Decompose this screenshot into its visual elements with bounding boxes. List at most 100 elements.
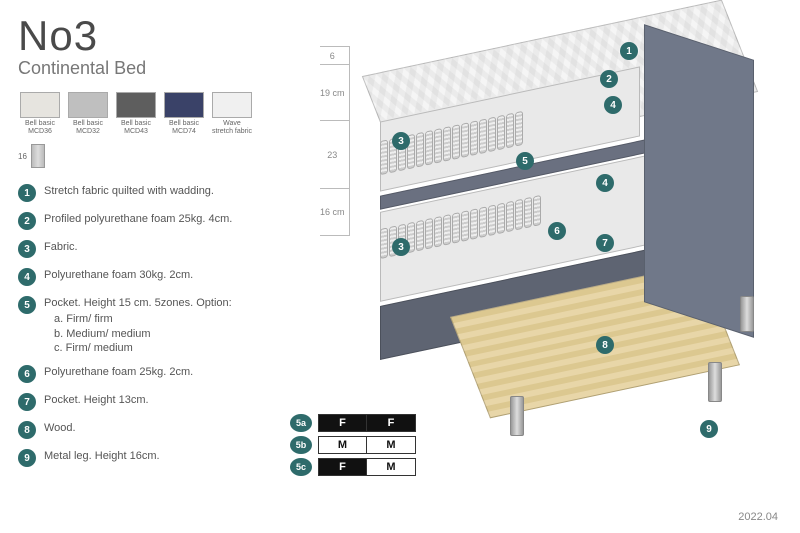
swatch-label: Bell basicMCD74 bbox=[169, 120, 199, 135]
dimension-label: 19 cm bbox=[320, 64, 350, 120]
item-text: Metal leg. Height 16cm. bbox=[44, 449, 160, 463]
component-item: 3 Fabric. bbox=[18, 240, 298, 258]
item-text: Fabric. bbox=[44, 240, 78, 254]
spring-icon bbox=[416, 220, 424, 252]
spring-icon bbox=[434, 216, 442, 248]
item-marker: 6 bbox=[18, 365, 36, 383]
spring-icon bbox=[434, 128, 442, 164]
firmness-left: M bbox=[319, 437, 367, 453]
diagram-callout: 6 bbox=[548, 222, 566, 240]
diagram-callout: 9 bbox=[700, 420, 718, 438]
spring-icon bbox=[470, 120, 478, 156]
item-text: Pocket. Height 13cm. bbox=[44, 393, 149, 407]
spring-icon bbox=[479, 118, 487, 154]
swatch-label: Bell basicMCD36 bbox=[25, 120, 55, 135]
firmness-row-label: 5c bbox=[290, 458, 312, 476]
firmness-bar: M M bbox=[318, 436, 416, 454]
component-list: 1 Stretch fabric quilted with wadding. 2 … bbox=[18, 184, 298, 477]
spring-icon bbox=[452, 212, 460, 244]
spring-icon bbox=[533, 195, 541, 227]
item-marker: 1 bbox=[18, 184, 36, 202]
spring-icon bbox=[506, 201, 514, 233]
item-marker: 5 bbox=[18, 296, 36, 314]
metal-leg bbox=[740, 296, 754, 332]
component-sub-option: b. Medium/ medium bbox=[54, 327, 232, 341]
swatch-label: Wavestretch fabric bbox=[212, 120, 252, 135]
spring-icon bbox=[497, 203, 505, 235]
firmness-option-table: 5a F F 5b M M 5c F M bbox=[290, 414, 416, 480]
item-marker: 9 bbox=[18, 449, 36, 467]
metal-leg bbox=[510, 396, 524, 436]
swatch-color bbox=[212, 92, 252, 118]
component-item: 2 Profiled polyurethane foam 25kg. 4cm. bbox=[18, 212, 298, 230]
leg-swatch: 16 bbox=[18, 144, 45, 168]
leg-thumb-icon bbox=[31, 144, 45, 168]
diagram-callout: 4 bbox=[596, 174, 614, 192]
component-item: 4 Polyurethane foam 30kg. 2cm. bbox=[18, 268, 298, 286]
document-date: 2022.04 bbox=[738, 511, 778, 523]
spring-icon bbox=[470, 208, 478, 240]
component-item: 8 Wood. bbox=[18, 421, 298, 439]
component-item: 5 Pocket. Height 15 cm. 5zones. Option:a… bbox=[18, 296, 298, 355]
spring-icon bbox=[479, 206, 487, 238]
swatch-color bbox=[116, 92, 156, 118]
metal-leg bbox=[708, 362, 722, 402]
dimension-label: 6 bbox=[320, 46, 350, 64]
bed-rendering bbox=[380, 34, 760, 414]
product-title: No3 bbox=[18, 12, 98, 60]
spring-icon bbox=[515, 199, 523, 231]
fabric-swatches: Bell basicMCD36 Bell basicMCD32 Bell bas… bbox=[18, 92, 254, 135]
diagram-callout: 2 bbox=[600, 70, 618, 88]
side-panel bbox=[644, 24, 754, 338]
firmness-row-label: 5b bbox=[290, 436, 312, 454]
dimension-column: 619 cm2316 cm bbox=[320, 46, 350, 236]
spring-icon bbox=[497, 115, 505, 151]
spring-icon bbox=[524, 197, 532, 229]
item-text: Profiled polyurethane foam 25kg. 4cm. bbox=[44, 212, 232, 226]
spring-icon bbox=[443, 214, 451, 246]
firmness-row: 5b M M bbox=[290, 436, 416, 454]
firmness-right: F bbox=[367, 415, 415, 431]
spring-icon bbox=[380, 227, 388, 259]
spring-icon bbox=[515, 111, 523, 147]
firmness-row: 5a F F bbox=[290, 414, 416, 432]
fabric-swatch: Bell basicMCD36 bbox=[18, 92, 62, 135]
diagram-callout: 5 bbox=[516, 152, 534, 170]
item-text: Stretch fabric quilted with wadding. bbox=[44, 184, 214, 198]
swatch-color bbox=[20, 92, 60, 118]
item-marker: 2 bbox=[18, 212, 36, 230]
component-sub-option: a. Firm/ firm bbox=[54, 312, 232, 326]
diagram-callout: 3 bbox=[392, 238, 410, 256]
spring-icon bbox=[416, 132, 424, 168]
component-sub-option: c. Firm/ medium bbox=[54, 341, 232, 355]
item-marker: 3 bbox=[18, 240, 36, 258]
spring-icon bbox=[380, 139, 388, 175]
diagram-callout: 7 bbox=[596, 234, 614, 252]
firmness-left: F bbox=[319, 415, 367, 431]
item-marker: 8 bbox=[18, 421, 36, 439]
dimension-label: 23 bbox=[320, 120, 350, 188]
firmness-row: 5c F M bbox=[290, 458, 416, 476]
component-item: 9 Metal leg. Height 16cm. bbox=[18, 449, 298, 467]
firmness-right: M bbox=[367, 459, 415, 475]
firmness-left: F bbox=[319, 459, 367, 475]
firmness-right: M bbox=[367, 437, 415, 453]
swatch-color bbox=[164, 92, 204, 118]
diagram-callout: 1 bbox=[620, 42, 638, 60]
bed-cutaway-diagram: 619 cm2316 cm 12435436789 bbox=[300, 24, 770, 464]
component-item: 7 Pocket. Height 13cm. bbox=[18, 393, 298, 411]
leg-height-label: 16 bbox=[18, 152, 27, 161]
firmness-bar: F M bbox=[318, 458, 416, 476]
fabric-swatch: Wavestretch fabric bbox=[210, 92, 254, 135]
swatch-color bbox=[68, 92, 108, 118]
spring-icon bbox=[452, 124, 460, 160]
component-item: 1 Stretch fabric quilted with wadding. bbox=[18, 184, 298, 202]
spring-icon bbox=[443, 126, 451, 162]
spring-icon bbox=[488, 204, 496, 236]
swatch-label: Bell basicMCD43 bbox=[121, 120, 151, 135]
spring-icon bbox=[488, 117, 496, 153]
spring-icon bbox=[425, 218, 433, 250]
diagram-callout: 3 bbox=[392, 132, 410, 150]
diagram-callout: 4 bbox=[604, 96, 622, 114]
item-text: Polyurethane foam 30kg. 2cm. bbox=[44, 268, 193, 282]
